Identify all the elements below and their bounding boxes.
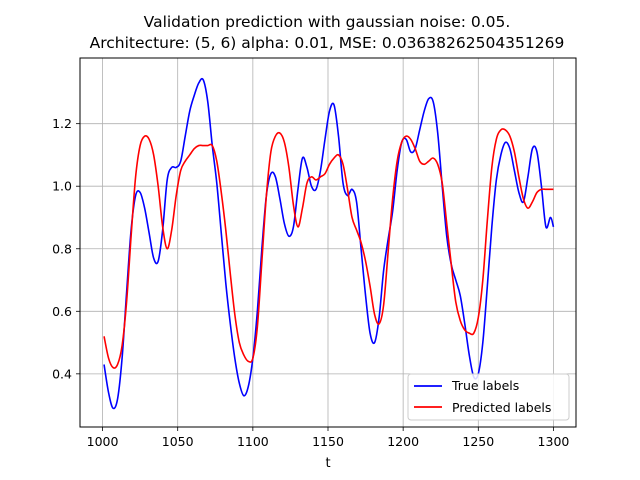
x-tick-label: 1100 — [237, 434, 269, 449]
y-tick-label: 0.6 — [52, 304, 72, 319]
y-tick-label: 0.8 — [52, 241, 72, 256]
series-line-predicted-labels — [103, 128, 554, 369]
legend-label-predicted-labels: Predicted labels — [452, 400, 551, 415]
x-axis-label: t — [325, 456, 330, 471]
legend-box — [407, 373, 570, 421]
x-tick-label: 1150 — [312, 434, 344, 449]
chart-subtitle: Architecture: (5, 6) alpha: 0.01, MSE: 0… — [90, 34, 565, 52]
x-tick-label: 1000 — [87, 434, 119, 449]
legend-label-true-labels: True labels — [451, 378, 519, 393]
series-line-true-labels — [103, 77, 555, 410]
axis-ticks: 1000 1050 1100 1150 1200 1250 1300 0.4 0.6 0.8 1.0… — [52, 116, 569, 449]
legend: True labels Predicted labels — [407, 373, 570, 421]
plot-lines — [103, 77, 555, 410]
y-tick-label: 1.0 — [52, 179, 72, 194]
y-tick-label: 0.4 — [52, 366, 72, 381]
grid — [80, 58, 576, 427]
x-tick-label: 1050 — [162, 434, 194, 449]
chart-title: Validation prediction with gaussian nois… — [144, 13, 511, 31]
y-tick-label: 1.2 — [52, 116, 72, 131]
x-tick-label: 1300 — [538, 434, 570, 449]
x-tick-label: 1200 — [387, 434, 419, 449]
x-tick-label: 1250 — [462, 434, 494, 449]
